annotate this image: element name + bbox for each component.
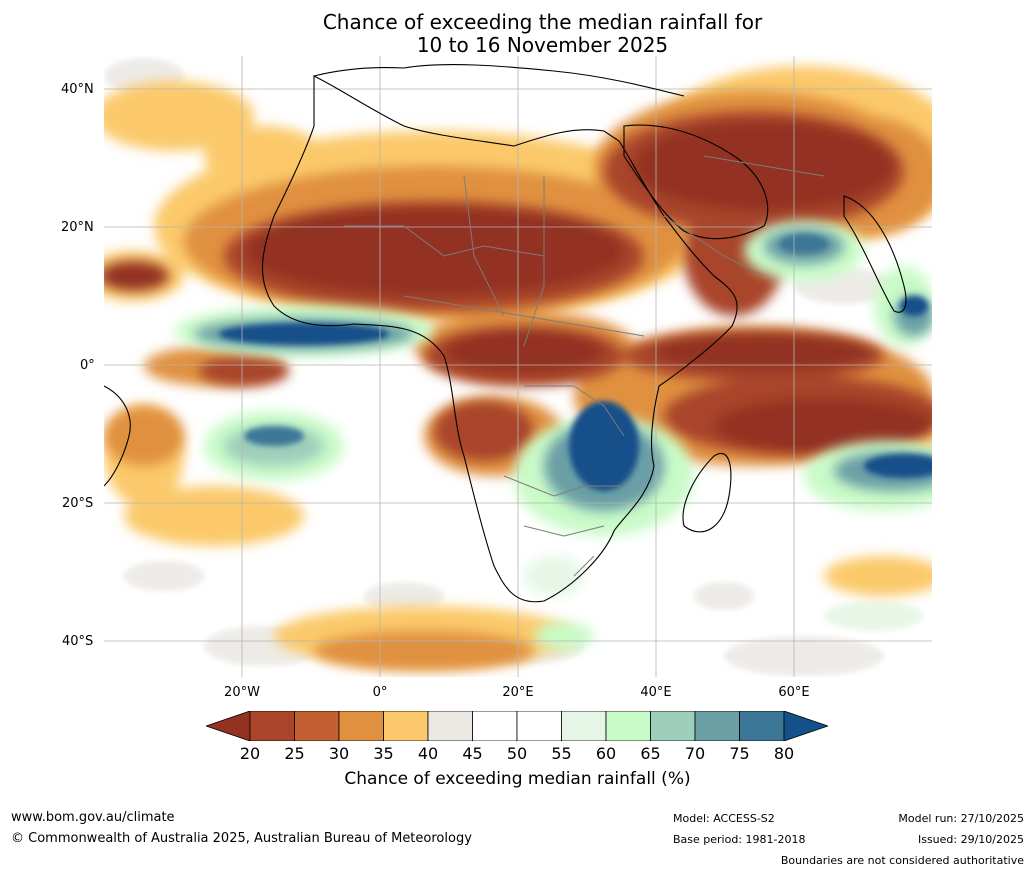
africa-coastline	[261, 75, 738, 603]
copyright-text: © Commonwealth of Australia 2025, Austra…	[11, 831, 472, 846]
colorbar-cell	[427, 711, 473, 741]
country-borders	[344, 155, 825, 577]
map-title-line-2: 10 to 16 November 2025	[416, 33, 669, 57]
colorbar-high-extension	[783, 711, 828, 741]
graticule	[104, 56, 932, 677]
colorbar-cell	[650, 711, 696, 741]
lon-label: 0°	[372, 685, 388, 700]
colorbar-tick-label: 55	[551, 744, 572, 763]
madagascar-coastline	[682, 453, 732, 533]
colorbar-tick-label: 50	[506, 744, 528, 763]
europe-coastline	[313, 64, 685, 97]
colorbar-tick-label: 25	[284, 744, 305, 763]
model-run-date: Model run: 27/10/2025	[898, 812, 1024, 825]
colorbar-low-extension	[206, 711, 251, 741]
colorbar-cell	[739, 711, 785, 741]
colorbar-cell	[561, 711, 607, 741]
south-america-coastline	[104, 385, 131, 487]
rainfall-probability-map	[104, 56, 932, 677]
colorbar-tick-label: 35	[373, 744, 394, 763]
wet-anomaly-blue	[219, 234, 932, 491]
colorbar-cell	[694, 711, 740, 741]
colorbar-cells	[249, 711, 785, 741]
lat-label: 20°S	[62, 496, 94, 511]
colorbar-tick-label: 30	[328, 744, 350, 763]
arabia-coastline	[623, 124, 769, 240]
lon-label: 20°E	[502, 685, 534, 700]
coastlines	[104, 64, 907, 603]
lat-label: 20°N	[61, 220, 94, 235]
colorbar-label: Chance of exceeding median rainfall (%)	[344, 769, 691, 789]
lon-label: 20°W	[224, 685, 260, 700]
colorbar-tick-label: 80	[773, 744, 795, 763]
lon-label: 40°E	[640, 685, 672, 700]
lat-label: 40°S	[62, 634, 94, 649]
website-link[interactable]: www.bom.gov.au/climate	[11, 810, 175, 825]
issued-date: Issued: 29/10/2025	[917, 833, 1024, 846]
colorbar-cell	[605, 711, 651, 741]
map-title-line-1: Chance of exceeding the median rainfall …	[322, 10, 763, 34]
base-period: Base period: 1981-2018	[673, 833, 806, 846]
lat-label: 0°	[80, 358, 95, 373]
lat-label: 40°N	[61, 82, 94, 97]
colorbar-tick-label: 20	[239, 744, 261, 763]
lon-label: 60°E	[778, 685, 810, 700]
model-name: Model: ACCESS-S2	[673, 812, 775, 825]
colorbar-cell	[338, 711, 384, 741]
colorbar-tick-label: 45	[462, 744, 483, 763]
colorbar-cell	[516, 711, 562, 741]
colorbar-cell	[249, 711, 295, 741]
boundaries-disclaimer: Boundaries are not considered authoritat…	[780, 854, 1024, 867]
colorbar-tick-label: 75	[729, 744, 750, 763]
colorbar-tick-label: 40	[417, 744, 439, 763]
colorbar-cell	[383, 711, 429, 741]
colorbar-cell	[472, 711, 518, 741]
colorbar-tick-label: 70	[684, 744, 706, 763]
colorbar-cell	[294, 711, 340, 741]
colorbar-tick-label: 65	[640, 744, 661, 763]
india-coastline	[843, 195, 907, 313]
colorbar-tick-label: 60	[595, 744, 617, 763]
colorbar	[206, 711, 828, 741]
map-canvas	[104, 56, 932, 677]
